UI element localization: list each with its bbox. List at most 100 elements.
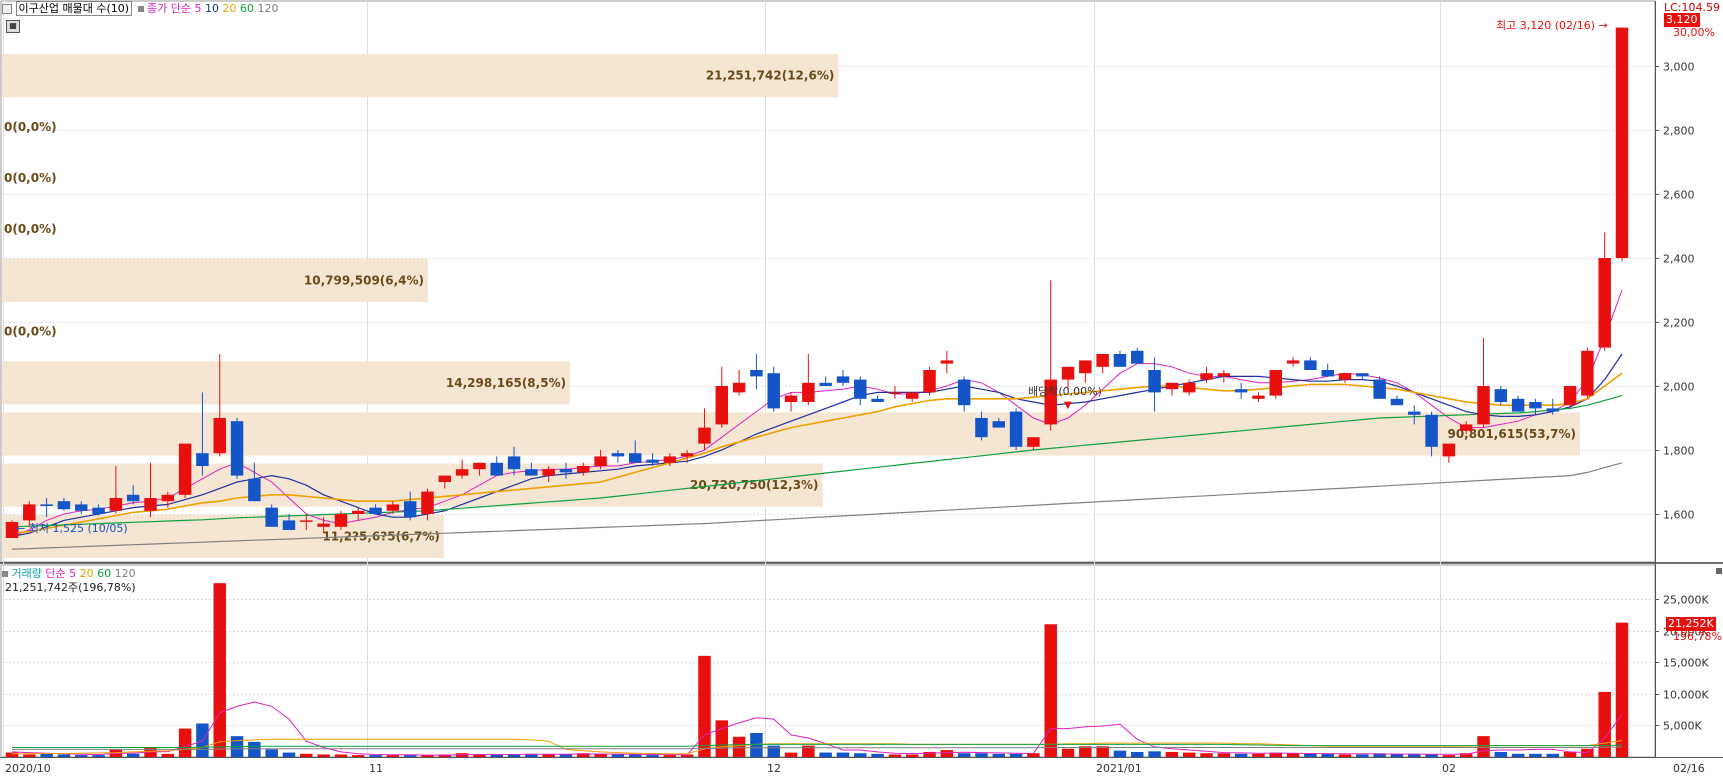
- volume-profile-label: 10,799,509(6,4%): [304, 273, 424, 287]
- candle-body: [161, 494, 175, 502]
- candle-body: [230, 421, 244, 476]
- volume-legend-ma-label: 단순: [45, 567, 66, 580]
- pane-resize-handle[interactable]: [1716, 568, 1722, 574]
- volume-bar: [628, 754, 642, 757]
- price-ma-line-10: [11, 353, 1623, 537]
- candle-body: [40, 504, 53, 506]
- candle-body: [594, 456, 607, 466]
- candle-body: [819, 382, 832, 386]
- volume-legend-ma120: 120: [114, 567, 136, 580]
- price-legend-ma60: 60: [240, 2, 255, 15]
- candle-body: [1131, 350, 1144, 364]
- candle-body: [317, 523, 330, 527]
- price-ma-line-60: [11, 395, 1623, 528]
- candle-body: [715, 386, 729, 425]
- volume-bar: [1373, 753, 1386, 757]
- volume-bar: [1200, 753, 1213, 757]
- volume-bar: [1338, 754, 1352, 757]
- candle-body: [1182, 382, 1196, 393]
- volume-bar: [178, 728, 192, 757]
- volume-bar: [1390, 753, 1404, 757]
- price-legend-title[interactable]: 이구산업 매물대 수(10): [15, 1, 133, 16]
- last-price-badge: 3,120: [1664, 13, 1700, 27]
- arrow-down-icon: ▼: [1064, 400, 1072, 411]
- volume-bar: [663, 755, 677, 757]
- candle-body: [1442, 443, 1456, 457]
- volume-bar: [1061, 748, 1075, 757]
- volume-bar: [1252, 753, 1265, 757]
- volume-bar: [92, 755, 105, 757]
- volume-bar: [975, 753, 988, 757]
- volume-bar: [1615, 622, 1629, 757]
- price-tick-label: 1,600: [1663, 509, 1695, 522]
- candle-body: [1165, 382, 1179, 390]
- volume-bar: [1269, 752, 1282, 757]
- x-tick-label: 2020/10: [5, 762, 51, 775]
- volume-profile-label: 0(0,0%): [4, 120, 57, 134]
- volume-bar: [940, 750, 954, 757]
- volume-legend-title[interactable]: 거래량: [11, 567, 42, 580]
- candle-body: [1044, 379, 1057, 425]
- candle-body: [1252, 395, 1265, 399]
- candle-body: [421, 491, 434, 514]
- candle-body: [507, 456, 521, 470]
- calendar-icon[interactable]: ▦: [6, 20, 20, 33]
- volume-bar: [1079, 746, 1092, 757]
- volume-bar: [1044, 624, 1057, 757]
- candle-body: [369, 507, 382, 514]
- volume-profile-label: 0(0,0%): [4, 171, 57, 185]
- volume-bar: [611, 754, 625, 757]
- candle-body: [784, 395, 798, 402]
- candle-body: [75, 504, 88, 511]
- volume-profile-label: 0(0,0%): [4, 222, 57, 236]
- volume-bar: [1511, 753, 1525, 757]
- volume-bar: [888, 754, 902, 757]
- candle-body: [248, 478, 261, 502]
- volume-bar: [57, 754, 71, 757]
- volume-bar: [473, 754, 486, 757]
- candle-body: [403, 501, 417, 518]
- volume-profile-label: 11,2?5,6?5(6,7%): [322, 529, 439, 543]
- volume-bar: [957, 753, 971, 757]
- candle-body: [1563, 386, 1577, 406]
- volume-bar: [1234, 753, 1248, 757]
- volume-profile-label: 14,298,165(8,5%): [446, 376, 566, 390]
- price-tick-label: 2,200: [1663, 317, 1695, 330]
- volume-bar: [40, 753, 53, 757]
- volume-bar: [750, 732, 763, 757]
- volume-bar: [1148, 751, 1161, 757]
- candle-body: [992, 421, 1006, 428]
- candle-body: [698, 427, 711, 444]
- volume-current-value: 21,251,742주(196,78%): [5, 581, 136, 594]
- candle-body: [1286, 360, 1300, 364]
- volume-bar: [1459, 753, 1473, 757]
- candle-body: [1113, 354, 1127, 367]
- volume-bar: [871, 753, 884, 757]
- volume-profile-bar: [2, 258, 429, 302]
- high-annotation: 최고 3,120 (02/16) →: [1496, 19, 1608, 33]
- volume-bar: [282, 752, 296, 757]
- legend-square-icon: [137, 6, 144, 12]
- candle-body: [490, 462, 503, 476]
- candle-body: [1425, 414, 1438, 447]
- candle-body: [300, 520, 313, 522]
- candle-body: [802, 382, 815, 402]
- volume-bar: [507, 754, 521, 757]
- candle-body: [1511, 398, 1525, 412]
- volume-bar: [1113, 750, 1127, 757]
- candle-body: [1217, 373, 1231, 377]
- x-tick-label: 12: [767, 762, 781, 775]
- x-tick-label: 11: [369, 762, 383, 775]
- price-tick-label: 2,800: [1663, 125, 1695, 138]
- candle-body: [352, 510, 365, 514]
- candle-body: [888, 392, 902, 394]
- candle-body: [957, 379, 971, 406]
- volume-bar: [1009, 753, 1023, 757]
- volume-bar: [1546, 753, 1559, 757]
- candle-body: [92, 507, 105, 514]
- volume-tick-label: 10,000K: [1663, 689, 1709, 702]
- volume-bar: [1027, 753, 1040, 757]
- candle-body: [577, 466, 590, 473]
